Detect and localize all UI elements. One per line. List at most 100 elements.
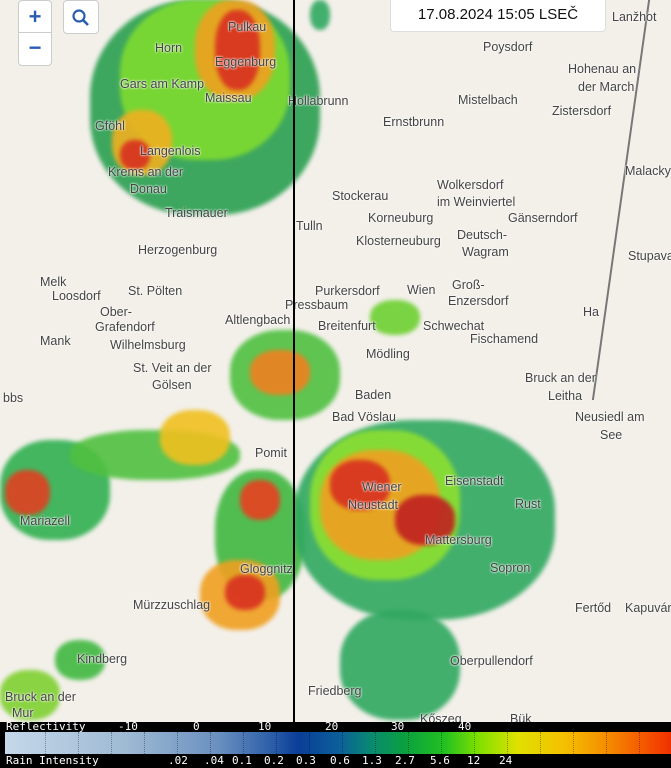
- radar-composite-divider: [293, 0, 295, 722]
- place-label: Fertőd: [575, 601, 612, 615]
- place-label: Mistelbach: [458, 93, 518, 107]
- scale-divider: [474, 732, 475, 754]
- place-label: Gloggnitz: [240, 562, 293, 576]
- place-label: Gföhl: [95, 119, 125, 133]
- place-label: Maissau: [205, 91, 252, 105]
- place-label: Kőszeg: [420, 712, 462, 722]
- scale-divider: [144, 732, 145, 754]
- zoom-out-button[interactable]: −: [28, 35, 42, 60]
- scale-divider: [441, 732, 442, 754]
- rain-intensity-tick: 1.3: [362, 754, 382, 767]
- scale-divider: [408, 732, 409, 754]
- place-label: Langenlois: [140, 144, 201, 158]
- place-label: See: [600, 428, 623, 442]
- scale-divider: [111, 732, 112, 754]
- place-label: bbs: [3, 391, 24, 405]
- place-label: Groß-: [452, 278, 485, 292]
- place-label: Gars am Kamp: [120, 77, 205, 91]
- rain-intensity-tick: 12: [467, 754, 481, 767]
- scale-divider: [276, 732, 277, 754]
- place-label: der March: [578, 80, 635, 94]
- scale-divider: [540, 732, 541, 754]
- radar-echo: [310, 0, 330, 30]
- place-label: Mariazell: [20, 514, 71, 528]
- place-label: Friedberg: [308, 684, 362, 698]
- place-label: Klosterneuburg: [356, 234, 441, 248]
- scale-divider: [573, 732, 574, 754]
- rain-intensity-tick: 24: [499, 754, 513, 767]
- rain-intensity-tick: 0.3: [296, 754, 316, 767]
- rain-intensity-tick: 0.1: [232, 754, 252, 767]
- place-label: Wien: [407, 283, 436, 297]
- place-label: Ha: [583, 305, 599, 319]
- place-label: Mattersburg: [425, 533, 492, 547]
- place-label: Neusiedl am: [575, 410, 645, 424]
- scale-divider: [45, 732, 46, 754]
- reflectivity-tick: 10: [258, 720, 272, 733]
- place-label: Oberpullendorf: [450, 654, 533, 668]
- place-label: Bruck an der: [525, 371, 596, 385]
- radar-echo: [215, 10, 260, 90]
- reflectivity-label: Reflectivity: [6, 720, 86, 733]
- radar-echo: [160, 410, 230, 465]
- rain-intensity-tick: 5.6: [430, 754, 450, 767]
- place-label: Stockerau: [332, 189, 389, 203]
- place-label: St. Pölten: [128, 284, 183, 298]
- place-label: Herzogenburg: [138, 243, 218, 257]
- place-label: Bad Vöslau: [332, 410, 396, 424]
- radar-echo: [240, 480, 280, 520]
- scale-divider: [309, 732, 310, 754]
- place-label: Loosdorf: [52, 289, 101, 303]
- place-label: Wiener: [362, 480, 402, 494]
- place-label: Melk: [40, 275, 67, 289]
- place-label: Rust: [515, 497, 541, 511]
- place-label: Bruck an der: [5, 690, 76, 704]
- radar-echo: [0, 670, 60, 720]
- place-label: Traismauer: [165, 206, 228, 220]
- place-label: Hollabrunn: [288, 94, 349, 108]
- scale-divider: [375, 732, 376, 754]
- radar-map[interactable]: Pulkau Horn Eggenburg Maissau Gars am Kamp Ho…: [0, 0, 671, 722]
- scale-divider: [507, 732, 508, 754]
- radar-echo: [225, 575, 265, 610]
- reflectivity-tick: -10: [118, 720, 138, 733]
- radar-echo: [370, 300, 420, 335]
- scale-divider: [606, 732, 607, 754]
- radar-echo: [330, 460, 390, 510]
- search-icon: [72, 9, 89, 26]
- place-label: Fischamend: [470, 332, 539, 346]
- place-label: Kindberg: [77, 652, 128, 666]
- place-label: Deutsch-: [457, 228, 508, 242]
- place-label: Krems an der: [108, 165, 184, 179]
- scale-divider: [78, 732, 79, 754]
- rain-intensity-tick: .02: [168, 754, 188, 767]
- timestamp: 17.08.2024 15:05 LSEČ: [390, 0, 606, 32]
- scale-divider: [639, 732, 640, 754]
- search-button[interactable]: [63, 0, 99, 34]
- place-label: Lanžhot: [612, 10, 657, 24]
- scale-divider: [177, 732, 178, 754]
- reflectivity-tick: 40: [458, 720, 472, 733]
- place-label: Leitha: [548, 389, 583, 403]
- color-scale: [5, 732, 671, 754]
- place-label: Baden: [355, 388, 392, 402]
- zoom-in-button[interactable]: +: [19, 1, 51, 33]
- place-label: Eisenstadt: [445, 474, 504, 488]
- place-label: im Weinviertel: [437, 195, 516, 209]
- place-label: Mur: [12, 706, 34, 720]
- scale-divider: [210, 732, 211, 754]
- place-label: St. Veit an der: [133, 361, 212, 375]
- place-label: Wolkersdorf: [437, 178, 504, 192]
- place-label: Gölsen: [152, 378, 192, 392]
- place-label: Ober-: [100, 305, 132, 319]
- place-label: Poysdorf: [483, 40, 533, 54]
- radar-echo: [120, 140, 150, 170]
- scale-divider: [342, 732, 343, 754]
- reflectivity-tick: 20: [325, 720, 339, 733]
- radar-echo: [55, 640, 105, 680]
- place-label: Purkersdorf: [315, 284, 380, 298]
- place-label: Mürzzuschlag: [133, 598, 211, 612]
- rain-intensity-tick: 0.2: [264, 754, 284, 767]
- zoom-control: + −: [18, 0, 52, 66]
- place-label: Wilhelmsburg: [110, 338, 186, 352]
